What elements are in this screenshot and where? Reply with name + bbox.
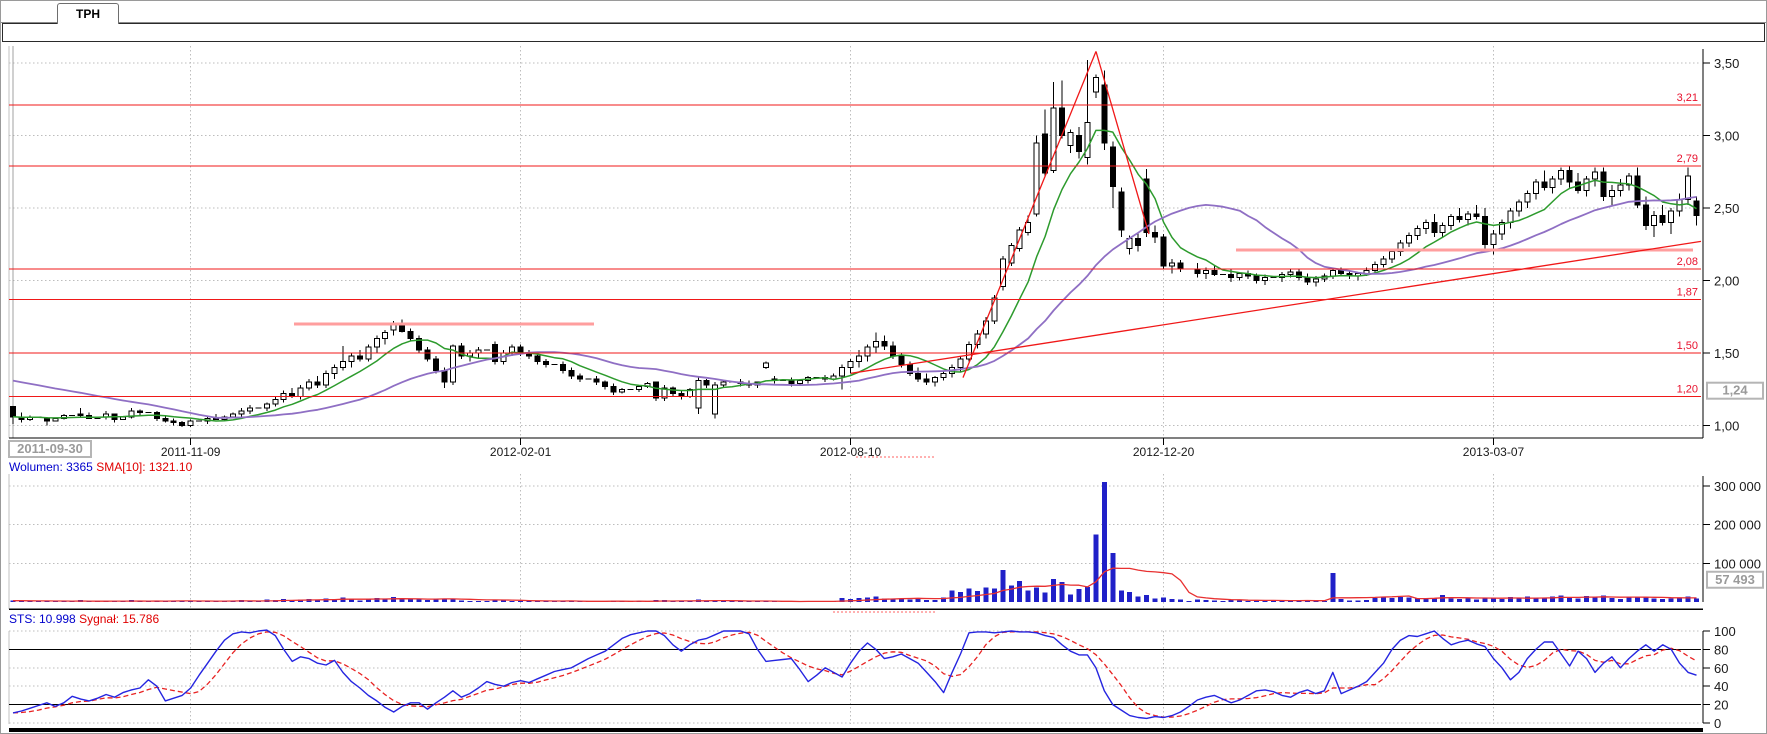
volume-value-label: Wolumen: 3365 <box>9 460 93 474</box>
sts-signal-label: Sygnał: 15.786 <box>79 612 160 626</box>
svg-text:1,00: 1,00 <box>1714 419 1739 434</box>
svg-text:100 000: 100 000 <box>1714 556 1761 571</box>
svg-text:57 493: 57 493 <box>1715 572 1755 587</box>
sts-axis: 100 80 60 40 20 0 <box>1702 624 1736 731</box>
svg-text:3,00: 3,00 <box>1714 129 1739 144</box>
svg-text:2,50: 2,50 <box>1714 201 1739 216</box>
sts-layer[interactable] <box>9 629 1701 720</box>
svg-text:2,08: 2,08 <box>1677 256 1698 268</box>
tab-tph[interactable]: TPH <box>57 3 119 24</box>
svg-text:2,00: 2,00 <box>1714 274 1739 289</box>
svg-text:2011-11-09: 2011-11-09 <box>161 445 221 459</box>
svg-text:1,24: 1,24 <box>1722 383 1748 398</box>
volume-axis: 300 000 200 000 100 000 <box>9 476 1761 610</box>
grid-layer <box>8 46 1701 724</box>
sts-pane-header: STS: 10.998 Sygnał: 15.786 <box>9 613 159 626</box>
tab-label: TPH <box>76 7 100 21</box>
svg-text:200 000: 200 000 <box>1714 518 1761 533</box>
svg-text:1,20: 1,20 <box>1677 384 1698 396</box>
quote-info-bar: 2011-09-30 | Otwarcie: 1.13 | Max: 1.13 … <box>2 23 1765 56</box>
svg-text:1,50: 1,50 <box>1677 340 1698 352</box>
svg-text:3,50: 3,50 <box>1714 56 1739 71</box>
svg-text:2,79: 2,79 <box>1677 153 1698 165</box>
volume-layer[interactable] <box>10 482 1700 603</box>
svg-text:1,87: 1,87 <box>1677 286 1698 298</box>
cursor-price-box: 1,24 <box>1706 381 1764 400</box>
cursor-volume-box: 57 493 <box>1706 570 1764 589</box>
svg-text:2012-08-10: 2012-08-10 <box>820 445 882 459</box>
svg-text:2011-09-30: 2011-09-30 <box>17 441 83 456</box>
svg-text:1,50: 1,50 <box>1714 346 1739 361</box>
svg-text:300 000: 300 000 <box>1714 479 1761 494</box>
svg-text:3,21: 3,21 <box>1677 92 1698 104</box>
svg-text:40: 40 <box>1714 679 1728 694</box>
chart-canvas[interactable]: 3,21 2,79 2,08 1,87 1,50 1,20 3,50 3,00 2,50 2,00… <box>1 43 1767 734</box>
cursor-date-box: 2011-09-30 <box>8 440 92 458</box>
svg-text:2013-03-07: 2013-03-07 <box>1463 445 1525 459</box>
tab-bar: TPH <box>1 1 1766 24</box>
chart-svg[interactable]: 3,21 2,79 2,08 1,87 1,50 1,20 3,50 3,00 2,50 2,00… <box>1 43 1767 734</box>
svg-text:20: 20 <box>1714 698 1728 713</box>
svg-text:0: 0 <box>1714 716 1721 731</box>
price-axis: 3,50 3,00 2,50 2,00 1,50 1,00 2011-11-09 2012-0… <box>9 49 1739 613</box>
moving-averages-layer <box>12 129 1697 422</box>
levels-layer: 3,21 2,79 2,08 1,87 1,50 1,20 <box>9 51 1702 398</box>
svg-text:100: 100 <box>1714 624 1736 639</box>
cursor-value-boxes: 2011-09-30 1,24 57 493 <box>8 381 1764 589</box>
svg-text:80: 80 <box>1714 642 1728 657</box>
svg-text:60: 60 <box>1714 661 1728 676</box>
svg-text:2012-12-20: 2012-12-20 <box>1133 445 1195 459</box>
volume-pane-header: Wolumen: 3365 SMA[10]: 1321.10 <box>9 461 192 474</box>
candles-layer[interactable] <box>10 60 1700 427</box>
svg-text:2012-02-01: 2012-02-01 <box>490 445 552 459</box>
sts-value-label: STS: 10.998 <box>9 612 76 626</box>
bottom-divider-bar <box>9 728 1703 732</box>
volume-sma-label: SMA[10]: 1321.10 <box>96 460 193 474</box>
